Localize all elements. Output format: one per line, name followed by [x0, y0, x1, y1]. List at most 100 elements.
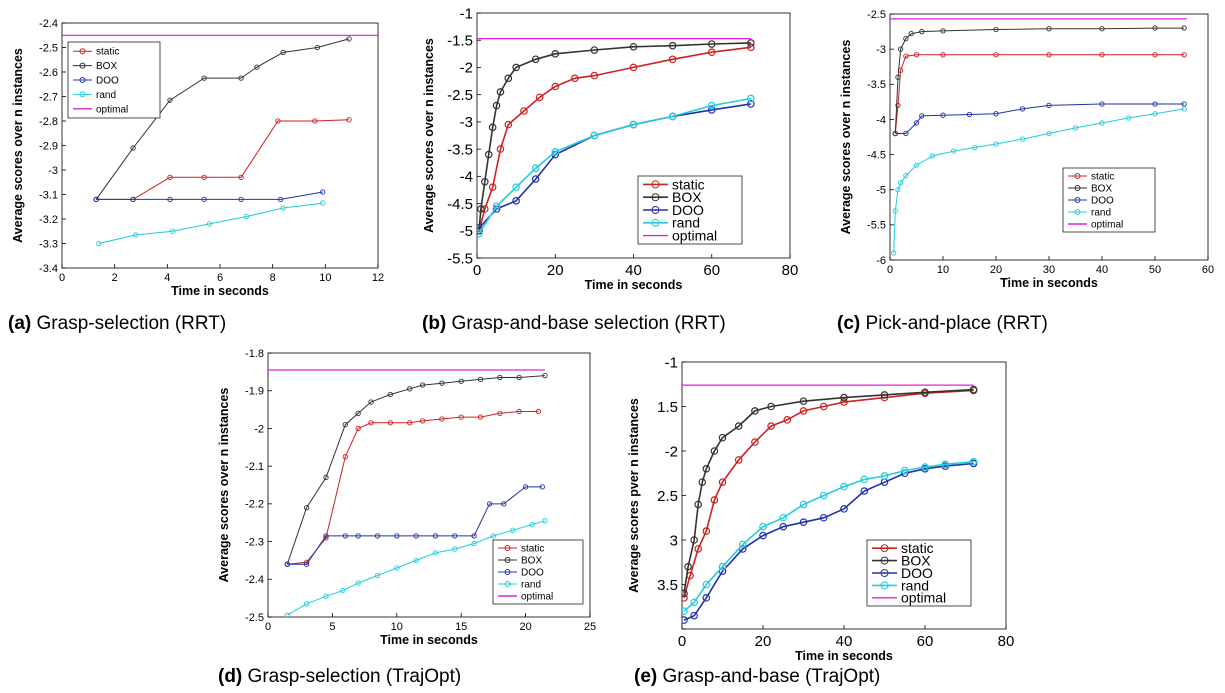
- data-point-static: [407, 420, 413, 426]
- data-point-doo: [201, 196, 207, 203]
- x-tick-label: 0: [473, 262, 481, 279]
- data-point-box: [238, 75, 244, 81]
- data-point-doo: [93, 196, 99, 203]
- data-point-box: [497, 374, 503, 381]
- y-tick-label: -5.5: [867, 220, 886, 232]
- data-point-box: [355, 410, 361, 416]
- data-point-box: [1046, 26, 1052, 32]
- data-point-box: [707, 40, 716, 48]
- data-point-static: [702, 527, 711, 535]
- data-point-static: [734, 456, 743, 464]
- data-point-static: [419, 418, 426, 424]
- data-point-doo: [702, 594, 711, 602]
- data-point-doo: [903, 130, 909, 137]
- data-point-doo: [167, 196, 173, 203]
- legend-label-rand: rand: [672, 215, 700, 231]
- data-point-doo: [432, 533, 439, 539]
- data-point-doo: [1152, 101, 1158, 107]
- data-point-doo: [993, 111, 999, 117]
- legend-label-optimal: optimal: [1091, 220, 1123, 231]
- x-tick-label: 6: [217, 272, 223, 284]
- legend-marker: [79, 91, 86, 98]
- data-point-rand: [413, 557, 419, 564]
- caption-text: Grasp-selection (RRT): [36, 313, 227, 334]
- x-tick-label: 10: [319, 272, 331, 284]
- data-point-static: [238, 174, 244, 181]
- data-point-doo: [277, 196, 284, 203]
- x-tick-label: 40: [836, 633, 853, 650]
- data-point-static: [167, 174, 173, 181]
- data-point-static: [590, 71, 599, 80]
- x-tick-label: 0: [887, 264, 893, 276]
- y-tick-label: -2.2: [245, 499, 264, 511]
- data-point-static: [668, 55, 677, 64]
- data-point-doo: [1099, 101, 1105, 107]
- data-point-rand: [880, 472, 889, 480]
- data-point-rand: [897, 180, 904, 186]
- data-point-static: [895, 102, 901, 109]
- data-point-static: [496, 145, 505, 153]
- data-point-rand: [477, 229, 483, 238]
- data-point-rand: [718, 562, 727, 571]
- y-tick-label: -4: [460, 169, 473, 186]
- legend-label-doo: DOO: [521, 568, 544, 579]
- series-line-static: [287, 411, 539, 565]
- y-tick-label: -2.5: [867, 9, 886, 21]
- caption-tag: (b): [422, 313, 447, 334]
- data-point-box: [419, 382, 426, 388]
- data-point-static: [718, 478, 727, 486]
- x-tick-label: 0: [265, 621, 271, 633]
- data-point-box: [407, 386, 413, 392]
- data-point-rand: [900, 466, 909, 475]
- data-point-static: [458, 414, 464, 420]
- data-point-rand: [323, 593, 329, 599]
- data-point-rand: [779, 513, 788, 522]
- data-point-doo: [690, 611, 698, 620]
- data-point-rand: [590, 131, 599, 140]
- data-point-box: [512, 63, 520, 72]
- data-point-box: [682, 589, 688, 598]
- data-point-box: [710, 447, 719, 455]
- y-tick-label: -2: [665, 443, 678, 460]
- data-point-box: [895, 74, 901, 80]
- data-point-box: [439, 380, 445, 386]
- data-point-box: [484, 150, 493, 159]
- data-point-static: [488, 183, 497, 192]
- data-point-doo: [940, 112, 946, 118]
- x-axis-label: Time in seconds: [380, 633, 478, 647]
- series-group: [477, 37, 755, 238]
- y-tick-label: -3: [876, 44, 886, 56]
- y-tick-label: -3.5: [447, 141, 473, 158]
- data-point-doo: [779, 522, 788, 531]
- data-point-doo: [1046, 102, 1052, 109]
- x-tick-label: 5: [329, 621, 335, 633]
- data-point-doo: [759, 531, 767, 540]
- data-point-static: [477, 414, 484, 420]
- data-point-doo: [860, 487, 869, 495]
- data-point-rand: [969, 457, 978, 466]
- data-point-rand: [1072, 125, 1079, 131]
- data-point-doo: [486, 501, 493, 507]
- data-point-static: [694, 545, 703, 553]
- y-tick-label: -4.5: [867, 149, 886, 161]
- data-point-static: [710, 496, 719, 504]
- legend-marker: [79, 77, 86, 83]
- legend-marker: [504, 557, 511, 563]
- data-point-box: [897, 46, 904, 52]
- data-point-doo: [238, 196, 244, 203]
- data-point-rand: [707, 101, 716, 110]
- legend-marker: [651, 193, 660, 202]
- data-point-doo: [892, 130, 898, 137]
- data-point-rand: [206, 221, 213, 227]
- data-point-static: [940, 52, 946, 58]
- series-line-rand: [683, 460, 974, 612]
- data-point-static: [439, 416, 445, 422]
- data-point-box: [1181, 25, 1187, 31]
- series-group: [268, 369, 548, 617]
- data-point-static: [312, 118, 318, 124]
- data-point-box: [919, 28, 925, 35]
- x-tick-label: 15: [455, 621, 467, 633]
- caption-c: (c) Pick-and-place (RRT): [837, 313, 1048, 335]
- data-point-static: [342, 454, 348, 460]
- data-point-box: [969, 385, 978, 394]
